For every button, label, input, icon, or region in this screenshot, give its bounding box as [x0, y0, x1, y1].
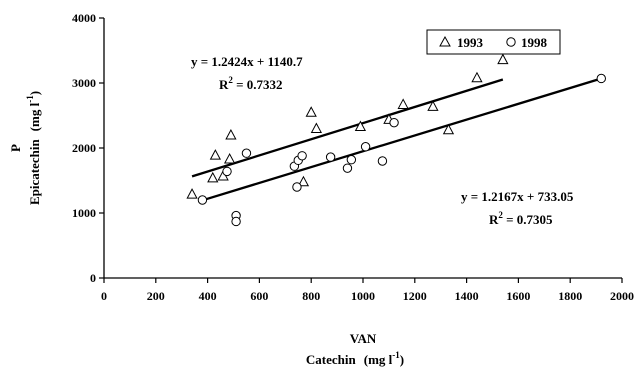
y-tick-label: 3000: [72, 76, 96, 90]
x-tick-label: 2000: [610, 289, 634, 303]
x-tick-label: 400: [199, 289, 217, 303]
x-tick-label: 1200: [403, 289, 427, 303]
point-1993: [442, 123, 455, 135]
point-1993: [471, 71, 483, 83]
point-1998: [342, 163, 353, 173]
x-tick-label: 1800: [558, 289, 582, 303]
legend-label-1993: 1993: [457, 35, 484, 50]
point-1998: [377, 156, 388, 166]
point-1998: [596, 73, 606, 84]
y-tick-label: 2000: [72, 141, 96, 155]
trend-lines: [191, 77, 602, 202]
legend-label-1998: 1998: [521, 35, 548, 50]
point-1993: [186, 188, 198, 199]
point-1998: [297, 151, 307, 161]
point-1993: [297, 175, 310, 187]
y-axis-title-line1: P: [8, 144, 23, 152]
equation-1998: y = 1.2167x + 733.05: [461, 189, 574, 204]
point-1993: [305, 106, 317, 117]
point-1993: [310, 122, 323, 133]
point-1998: [241, 148, 252, 158]
legend: 1993 1998: [426, 29, 561, 55]
data-points: [186, 53, 606, 227]
point-1998: [222, 166, 232, 177]
point-1993: [225, 128, 237, 140]
point-1998: [360, 142, 371, 152]
x-tick-label: 1400: [455, 289, 479, 303]
point-1998: [389, 117, 399, 128]
x-tick-label: 200: [147, 289, 165, 303]
x-axis-title-line1: VAN: [350, 331, 377, 346]
legend-box: [426, 29, 561, 55]
x-tick-label: 1600: [506, 289, 530, 303]
trend-line-1998: [202, 77, 602, 202]
y-tick-label: 0: [90, 271, 96, 285]
point-1998: [197, 195, 208, 205]
point-1998: [325, 152, 336, 162]
x-tick-label: 0: [101, 289, 107, 303]
point-1993: [207, 171, 219, 183]
point-1993: [397, 98, 409, 109]
legend-triangle-marker: [439, 35, 451, 47]
point-1998: [346, 155, 357, 165]
r-squared-1993: R2 = 0.7332: [219, 75, 283, 92]
point-1993: [209, 149, 222, 160]
y-axis-title-line2: Epicatechin(mg l-1): [25, 91, 42, 205]
point-1993: [223, 152, 236, 164]
y-tick-label: 4000: [72, 11, 96, 25]
x-axis-ticks: 0 200 400 600 800 1000 1200 1400 1600 1800 2000: [101, 278, 634, 303]
x-tick-label: 800: [302, 289, 320, 303]
point-1998: [292, 182, 302, 192]
point-1993: [497, 53, 509, 65]
x-tick-label: 1000: [351, 289, 375, 303]
equation-1993: y = 1.2424x + 1140.7: [191, 54, 303, 69]
x-tick-label: 600: [250, 289, 268, 303]
y-axis-ticks: 0 1000 2000 3000 4000: [72, 11, 104, 285]
point-1998: [231, 216, 241, 227]
point-1993: [427, 100, 439, 111]
trend-line-1993: [191, 78, 504, 178]
point-1993: [354, 120, 367, 132]
x-axis-title-line2: Catechin (mg l-1): [306, 350, 404, 367]
legend-circle-marker: [506, 37, 516, 47]
y-tick-label: 1000: [72, 206, 96, 220]
r-squared-1998: R2 = 0.7305: [489, 210, 553, 227]
